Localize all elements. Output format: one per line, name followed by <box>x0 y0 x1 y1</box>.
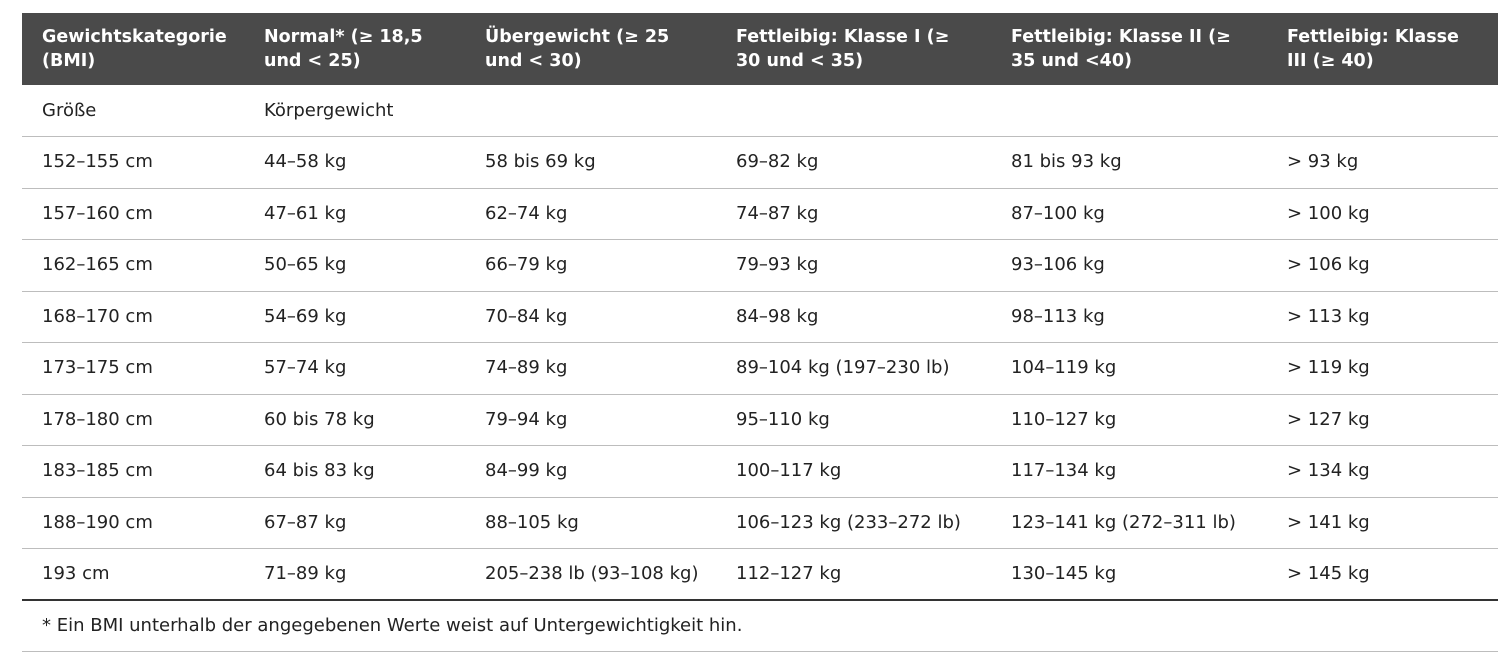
normal-cell: 44–58 kg <box>244 136 465 189</box>
normal-cell: 71–89 kg <box>244 548 465 601</box>
table-row: 152–155 cm 44–58 kg 58 bis 69 kg 69–82 k… <box>22 136 1498 189</box>
height-cell: 162–165 cm <box>22 239 244 292</box>
obese-2-cell: 81 bis 93 kg <box>991 136 1267 189</box>
height-cell: 178–180 cm <box>22 394 244 446</box>
obese-2-cell: 123–141 kg (272–311 lb) <box>991 497 1267 549</box>
obese-2-cell: 117–134 kg <box>991 445 1267 498</box>
obese-1-cell: 79–93 kg <box>716 239 991 292</box>
normal-cell: 54–69 kg <box>244 291 465 343</box>
height-cell: 193 cm <box>22 548 244 601</box>
overweight-cell: 58 bis 69 kg <box>465 136 716 189</box>
height-cell: 152–155 cm <box>22 136 244 189</box>
obese-1-cell: 100–117 kg <box>716 445 991 498</box>
obese-2-cell: 98–113 kg <box>991 291 1267 343</box>
obese-3-cell: > 119 kg <box>1267 342 1498 395</box>
height-cell: 168–170 cm <box>22 291 244 343</box>
bmi-weight-table-container: Gewichtskategorie (BMI) Normal* (≥ 18,5 … <box>22 13 1498 652</box>
table-cell <box>991 85 1267 137</box>
normal-cell: 60 bis 78 kg <box>244 394 465 446</box>
obese-3-cell: > 134 kg <box>1267 445 1498 498</box>
obese-1-cell: 89–104 kg (197–230 lb) <box>716 342 991 395</box>
header-normal: Normal* (≥ 18,5 und < 25) <box>244 13 465 85</box>
footnote-row: * Ein BMI unterhalb der angegebenen Wert… <box>22 600 1498 652</box>
obese-2-cell: 110–127 kg <box>991 394 1267 446</box>
height-cell: 157–160 cm <box>22 188 244 240</box>
header-obese-class-1: Fettleibig: Klasse I (≥ 30 und < 35) <box>716 13 991 85</box>
normal-cell: 47–61 kg <box>244 188 465 240</box>
overweight-cell: 79–94 kg <box>465 394 716 446</box>
table-row: 193 cm 71–89 kg 205–238 lb (93–108 kg) 1… <box>22 548 1498 601</box>
obese-3-cell: > 141 kg <box>1267 497 1498 549</box>
header-obese-class-3: Fettleibig: Klasse III (≥ 40) <box>1267 13 1498 85</box>
table-row: 157–160 cm 47–61 kg 62–74 kg 74–87 kg 87… <box>22 188 1498 240</box>
obese-2-cell: 104–119 kg <box>991 342 1267 395</box>
header-weight-category: Gewichtskategorie (BMI) <box>22 13 244 85</box>
table-header: Gewichtskategorie (BMI) Normal* (≥ 18,5 … <box>22 13 1498 85</box>
obese-2-cell: 87–100 kg <box>991 188 1267 240</box>
footnote: * Ein BMI unterhalb der angegebenen Wert… <box>22 600 1498 652</box>
table-body: Größe Körpergewicht 152–155 cm 44–58 kg … <box>22 85 1498 601</box>
obese-1-cell: 95–110 kg <box>716 394 991 446</box>
normal-cell: 57–74 kg <box>244 342 465 395</box>
overweight-cell: 62–74 kg <box>465 188 716 240</box>
normal-cell: 50–65 kg <box>244 239 465 292</box>
table-row: 178–180 cm 60 bis 78 kg 79–94 kg 95–110 … <box>22 394 1498 446</box>
table-footer: * Ein BMI unterhalb der angegebenen Wert… <box>22 600 1498 652</box>
obese-2-cell: 130–145 kg <box>991 548 1267 601</box>
table-row: 168–170 cm 54–69 kg 70–84 kg 84–98 kg 98… <box>22 291 1498 343</box>
normal-cell: 64 bis 83 kg <box>244 445 465 498</box>
height-cell: 173–175 cm <box>22 342 244 395</box>
table-cell <box>1267 85 1498 137</box>
bmi-weight-table: Gewichtskategorie (BMI) Normal* (≥ 18,5 … <box>22 13 1498 652</box>
overweight-cell: 88–105 kg <box>465 497 716 549</box>
obese-1-cell: 112–127 kg <box>716 548 991 601</box>
subheader-height: Größe <box>22 85 244 137</box>
header-obese-class-2: Fettleibig: Klasse II (≥ 35 und <40) <box>991 13 1267 85</box>
table-row: 162–165 cm 50–65 kg 66–79 kg 79–93 kg 93… <box>22 239 1498 292</box>
obese-1-cell: 106–123 kg (233–272 lb) <box>716 497 991 549</box>
height-cell: 188–190 cm <box>22 497 244 549</box>
table-cell <box>716 85 991 137</box>
obese-2-cell: 93–106 kg <box>991 239 1267 292</box>
header-overweight: Übergewicht (≥ 25 und < 30) <box>465 13 716 85</box>
subheader-body-weight: Körpergewicht <box>244 85 465 137</box>
subheader-row: Größe Körpergewicht <box>22 85 1498 137</box>
table-row: 173–175 cm 57–74 kg 74–89 kg 89–104 kg (… <box>22 342 1498 395</box>
overweight-cell: 66–79 kg <box>465 239 716 292</box>
header-row: Gewichtskategorie (BMI) Normal* (≥ 18,5 … <box>22 13 1498 85</box>
obese-3-cell: > 113 kg <box>1267 291 1498 343</box>
normal-cell: 67–87 kg <box>244 497 465 549</box>
overweight-cell: 74–89 kg <box>465 342 716 395</box>
obese-3-cell: > 100 kg <box>1267 188 1498 240</box>
obese-1-cell: 74–87 kg <box>716 188 991 240</box>
obese-3-cell: > 93 kg <box>1267 136 1498 189</box>
overweight-cell: 70–84 kg <box>465 291 716 343</box>
overweight-cell: 205–238 lb (93–108 kg) <box>465 548 716 601</box>
overweight-cell: 84–99 kg <box>465 445 716 498</box>
obese-3-cell: > 127 kg <box>1267 394 1498 446</box>
table-cell <box>465 85 716 137</box>
obese-1-cell: 84–98 kg <box>716 291 991 343</box>
obese-1-cell: 69–82 kg <box>716 136 991 189</box>
height-cell: 183–185 cm <box>22 445 244 498</box>
table-row: 183–185 cm 64 bis 83 kg 84–99 kg 100–117… <box>22 445 1498 498</box>
table-row: 188–190 cm 67–87 kg 88–105 kg 106–123 kg… <box>22 497 1498 549</box>
obese-3-cell: > 106 kg <box>1267 239 1498 292</box>
obese-3-cell: > 145 kg <box>1267 548 1498 601</box>
